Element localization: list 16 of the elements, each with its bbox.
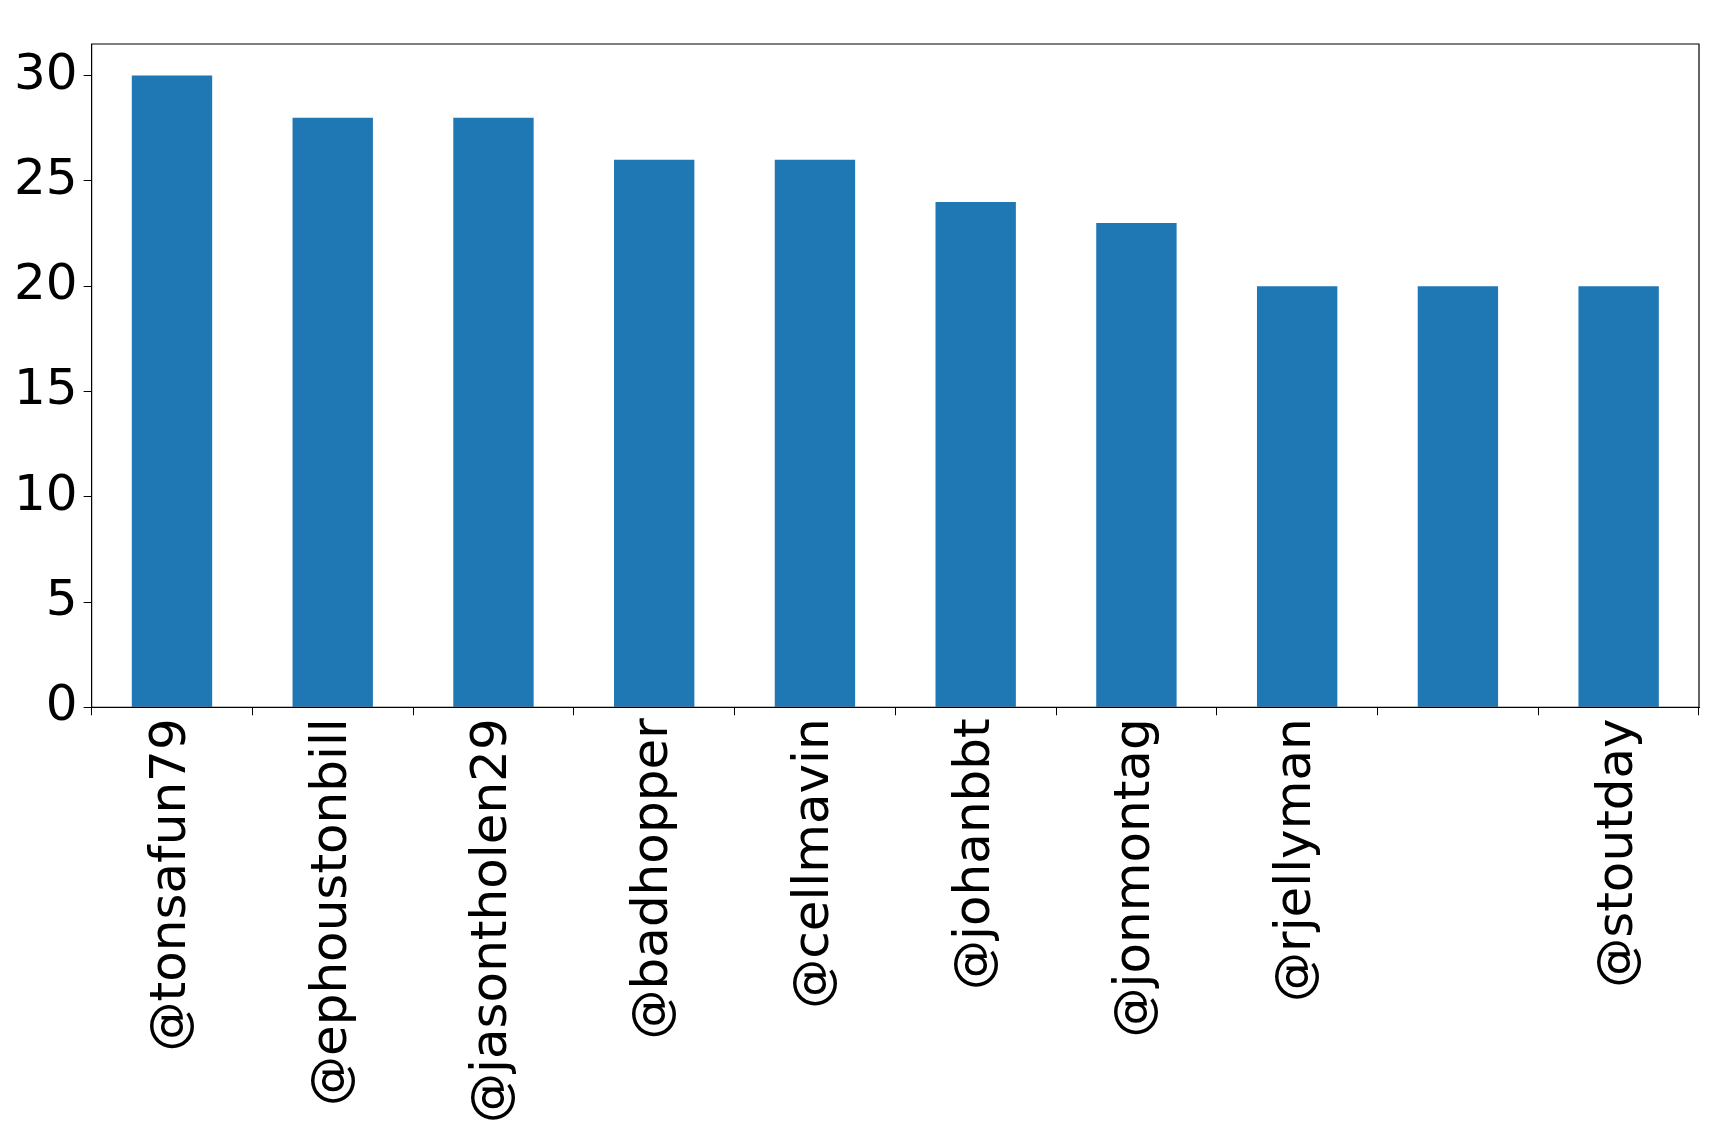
y-tick-label: 30: [14, 42, 78, 101]
x-tick-label: @tonsafun79: [138, 718, 197, 1052]
x-tick-label: @johanbbt: [942, 718, 1001, 990]
x-tick-label: @ephoustonbill: [299, 718, 358, 1107]
y-tick-label: 10: [14, 463, 78, 522]
y-tick-label: 0: [45, 674, 78, 733]
y-tick-label: 5: [45, 568, 78, 627]
x-tick-label: @jasontholen29: [460, 718, 519, 1124]
x-tick-label: @jonmontag: [1103, 718, 1162, 1038]
y-tick-label: 20: [14, 253, 78, 312]
y-tick-label: 15: [14, 358, 78, 417]
x-tick-label: @badhopper: [621, 717, 680, 1040]
x-tick-label: @cellmavin: [781, 718, 840, 1009]
x-tick-label: @stoutday: [1585, 718, 1644, 988]
y-tick-label: 25: [14, 147, 78, 206]
x-tick-label: @rjellyman: [1264, 718, 1323, 1002]
